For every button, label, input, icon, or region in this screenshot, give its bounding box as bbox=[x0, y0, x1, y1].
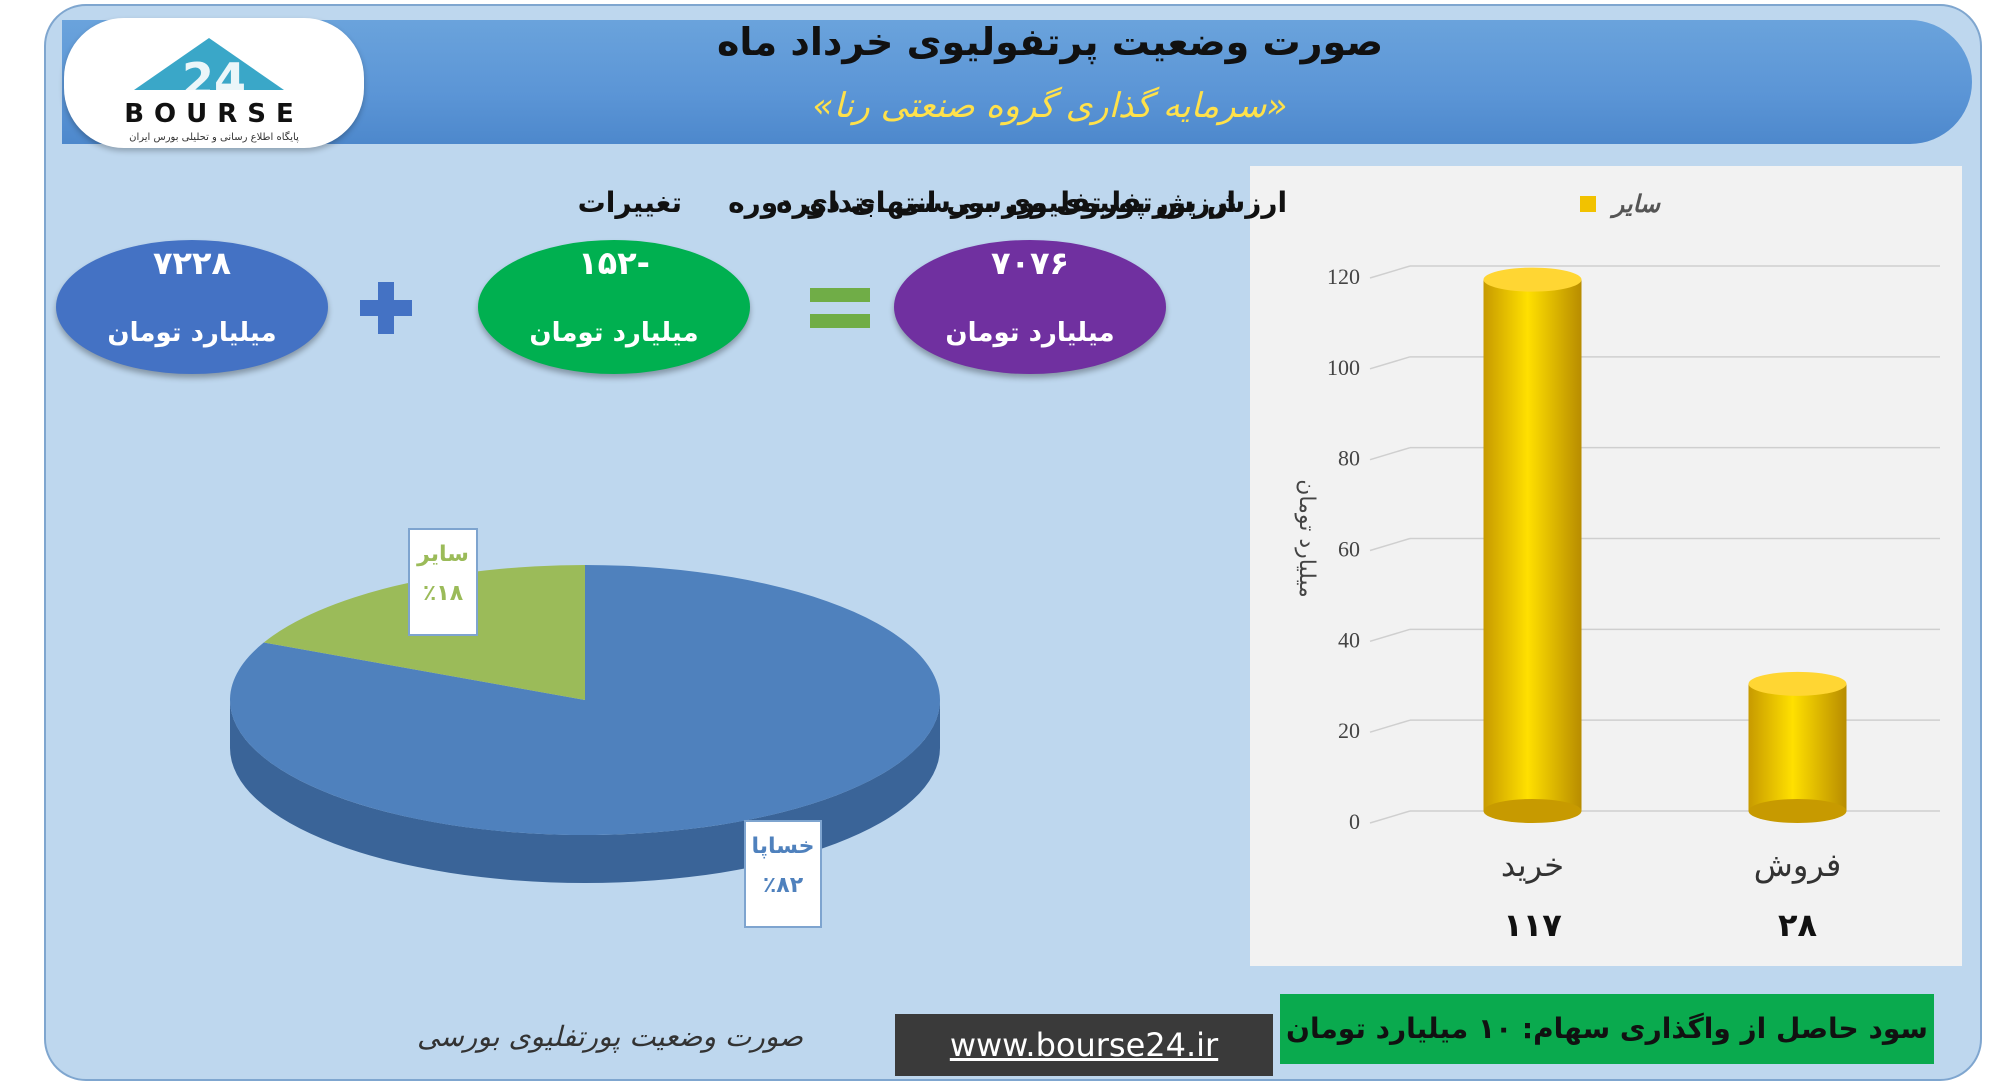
pie-caption: صورت وضعیت پورتفلیوی بورسی bbox=[417, 1020, 803, 1053]
y-tick-label: 80 bbox=[1338, 446, 1360, 471]
bar-top-1 bbox=[1748, 671, 1847, 696]
pie-callout-other: سایر ٪۱۸ bbox=[408, 528, 478, 636]
change-value-ellipse: -۱۵۲ میلیارد تومان bbox=[478, 240, 750, 374]
y-tick-label: 120 bbox=[1327, 264, 1360, 289]
grid-diagonal bbox=[1369, 810, 1411, 824]
y-axis-label: میلیارد تومان bbox=[1294, 479, 1319, 598]
plus-icon bbox=[360, 282, 412, 334]
grid-diagonal bbox=[1369, 356, 1411, 370]
header-banner bbox=[62, 20, 1972, 144]
y-tick-label: 40 bbox=[1338, 627, 1360, 652]
grid-diagonal bbox=[1369, 265, 1411, 279]
y-tick-label: 60 bbox=[1338, 537, 1360, 562]
end-value: ۷۰۷۶ bbox=[990, 244, 1070, 282]
page-title: صورت وضعیت پرتفولیوی خرداد ماه bbox=[716, 20, 1384, 64]
bar-value-label: ۲۸ bbox=[1778, 906, 1818, 944]
profit-banner: سود حاصل از واگذاری سهام: ۱۰ میلیارد توم… bbox=[1280, 994, 1934, 1064]
start-unit: میلیارد تومان bbox=[107, 318, 277, 348]
legend-swatch bbox=[1580, 196, 1596, 212]
x-category-label: خرید bbox=[1501, 846, 1564, 884]
legend-label: سایر bbox=[1609, 190, 1661, 219]
bar-top-0 bbox=[1483, 267, 1582, 292]
grid-diagonal bbox=[1369, 719, 1411, 733]
pie-chart bbox=[229, 565, 940, 883]
bar-value-label: ۱۱۷ bbox=[1503, 906, 1562, 944]
bar-1 bbox=[1748, 683, 1847, 811]
logo-text: BOURSE bbox=[124, 99, 304, 129]
y-tick-label: 0 bbox=[1349, 809, 1360, 834]
pie-label-khesapa: خساپا bbox=[751, 834, 815, 859]
logo-graphic: 24 BOURSE پایگاه اطلاع رسانی و تحلیلی بو… bbox=[124, 38, 304, 143]
start-value-ellipse: ۷۲۲۸ میلیارد تومان bbox=[56, 240, 328, 374]
change-unit: میلیارد تومان bbox=[529, 318, 699, 348]
grid-diagonal bbox=[1369, 537, 1411, 552]
logo: 24 BOURSE پایگاه اطلاع رسانی و تحلیلی بو… bbox=[64, 18, 364, 148]
bar-chart-panel bbox=[1250, 166, 1962, 966]
change-value: -۱۵۲ bbox=[578, 244, 650, 282]
website-link[interactable]: www.bourse24.ir bbox=[895, 1014, 1273, 1076]
end-label: ارزش پورتفلیوی بورسی انتهای دوره bbox=[776, 186, 1288, 219]
bar-chart: 0 20 40 60 80 100 120 میلیارد تومان سایر خرید ۱۱۷ ف… bbox=[1294, 190, 1940, 944]
pie-callout-khesapa: خساپا ٪۸۲ bbox=[744, 820, 822, 928]
equals-icon bbox=[810, 288, 870, 328]
grid-diagonal bbox=[1369, 446, 1411, 461]
start-label: ارزش پورتفلیوی بورسی ابتدای دوره bbox=[728, 186, 1236, 219]
end-value-ellipse: ۷۰۷۶ میلیارد تومان bbox=[894, 240, 1166, 374]
y-tick-label: 20 bbox=[1338, 718, 1360, 743]
grid-diagonal bbox=[1369, 628, 1411, 643]
page-subtitle: «سرمایه گذاری گروه صنعتی رنا» bbox=[812, 86, 1288, 126]
bar-base-0 bbox=[1483, 799, 1582, 823]
bar-base-1 bbox=[1748, 799, 1847, 823]
change-label: تغییرات bbox=[577, 186, 682, 219]
start-value: ۷۲۲۸ bbox=[152, 244, 232, 282]
pie-label-other: سایر bbox=[417, 542, 469, 567]
logo-number: 24 bbox=[182, 53, 246, 107]
y-tick-label: 100 bbox=[1327, 355, 1360, 380]
x-category-label: فروش bbox=[1754, 846, 1841, 884]
logo-tagline: پایگاه اطلاع رسانی و تحلیلی بورس ایران bbox=[129, 131, 299, 143]
pie-pct-khesapa: ٪۸۲ bbox=[762, 873, 804, 898]
end-unit: میلیارد تومان bbox=[945, 318, 1115, 348]
bar-0 bbox=[1483, 279, 1582, 811]
pie-slice-khesapa bbox=[229, 565, 940, 835]
logo-roof bbox=[134, 38, 284, 90]
pie-pct-other: ٪۱۸ bbox=[422, 581, 464, 606]
